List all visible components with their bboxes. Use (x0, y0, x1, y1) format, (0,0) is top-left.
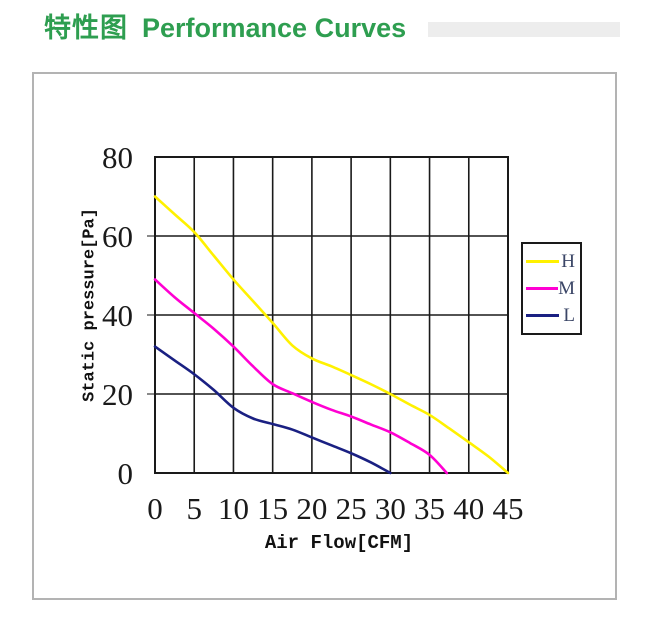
y-tick-label: 20 (102, 377, 133, 412)
y-tick-label: 80 (102, 140, 133, 175)
legend-label-L: L (563, 305, 575, 326)
legend-entry-L: L (523, 306, 580, 325)
x-tick-label: 45 (493, 491, 524, 526)
page-title-chinese: 特性图 (44, 13, 128, 43)
x-tick-label: 15 (257, 491, 288, 526)
x-tick-label: 40 (453, 491, 484, 526)
legend-label-M: M (558, 278, 575, 299)
x-tick-label: 35 (414, 491, 445, 526)
x-tick-label: 0 (147, 491, 163, 526)
x-axis-title: Air Flow[CFM] (264, 532, 414, 554)
y-tick-label: 40 (102, 298, 133, 333)
title-highlight-band (428, 22, 620, 37)
legend-entry-M: M (523, 279, 580, 298)
page-title-english: Performance Curves (142, 13, 407, 43)
legend-line-M (526, 287, 559, 290)
y-axis-title: Static pressure[Pa] (80, 208, 100, 402)
x-tick-label: 30 (375, 491, 406, 526)
legend-line-H (526, 260, 559, 263)
legend-label-H: H (561, 251, 575, 272)
plot-border (154, 156, 509, 474)
legend-entry-H: H (523, 252, 580, 271)
x-tick-label: 5 (186, 491, 202, 526)
x-tick-label: 10 (218, 491, 249, 526)
x-tick-label: 25 (336, 491, 367, 526)
curve-L (153, 345, 392, 475)
x-tick-label: 20 (296, 491, 327, 526)
page-title: 特性图 Performance Curves (44, 12, 406, 44)
legend-line-L (526, 314, 559, 317)
curve-H (153, 195, 510, 475)
y-tick-label: 60 (102, 219, 133, 254)
y-tick-label: 0 (118, 456, 134, 491)
curve-M (153, 278, 449, 475)
chart-card: 0 5 10 15 20 25 30 35 40 45 0 20 40 60 80 Air Flow[CFM… (32, 72, 617, 600)
